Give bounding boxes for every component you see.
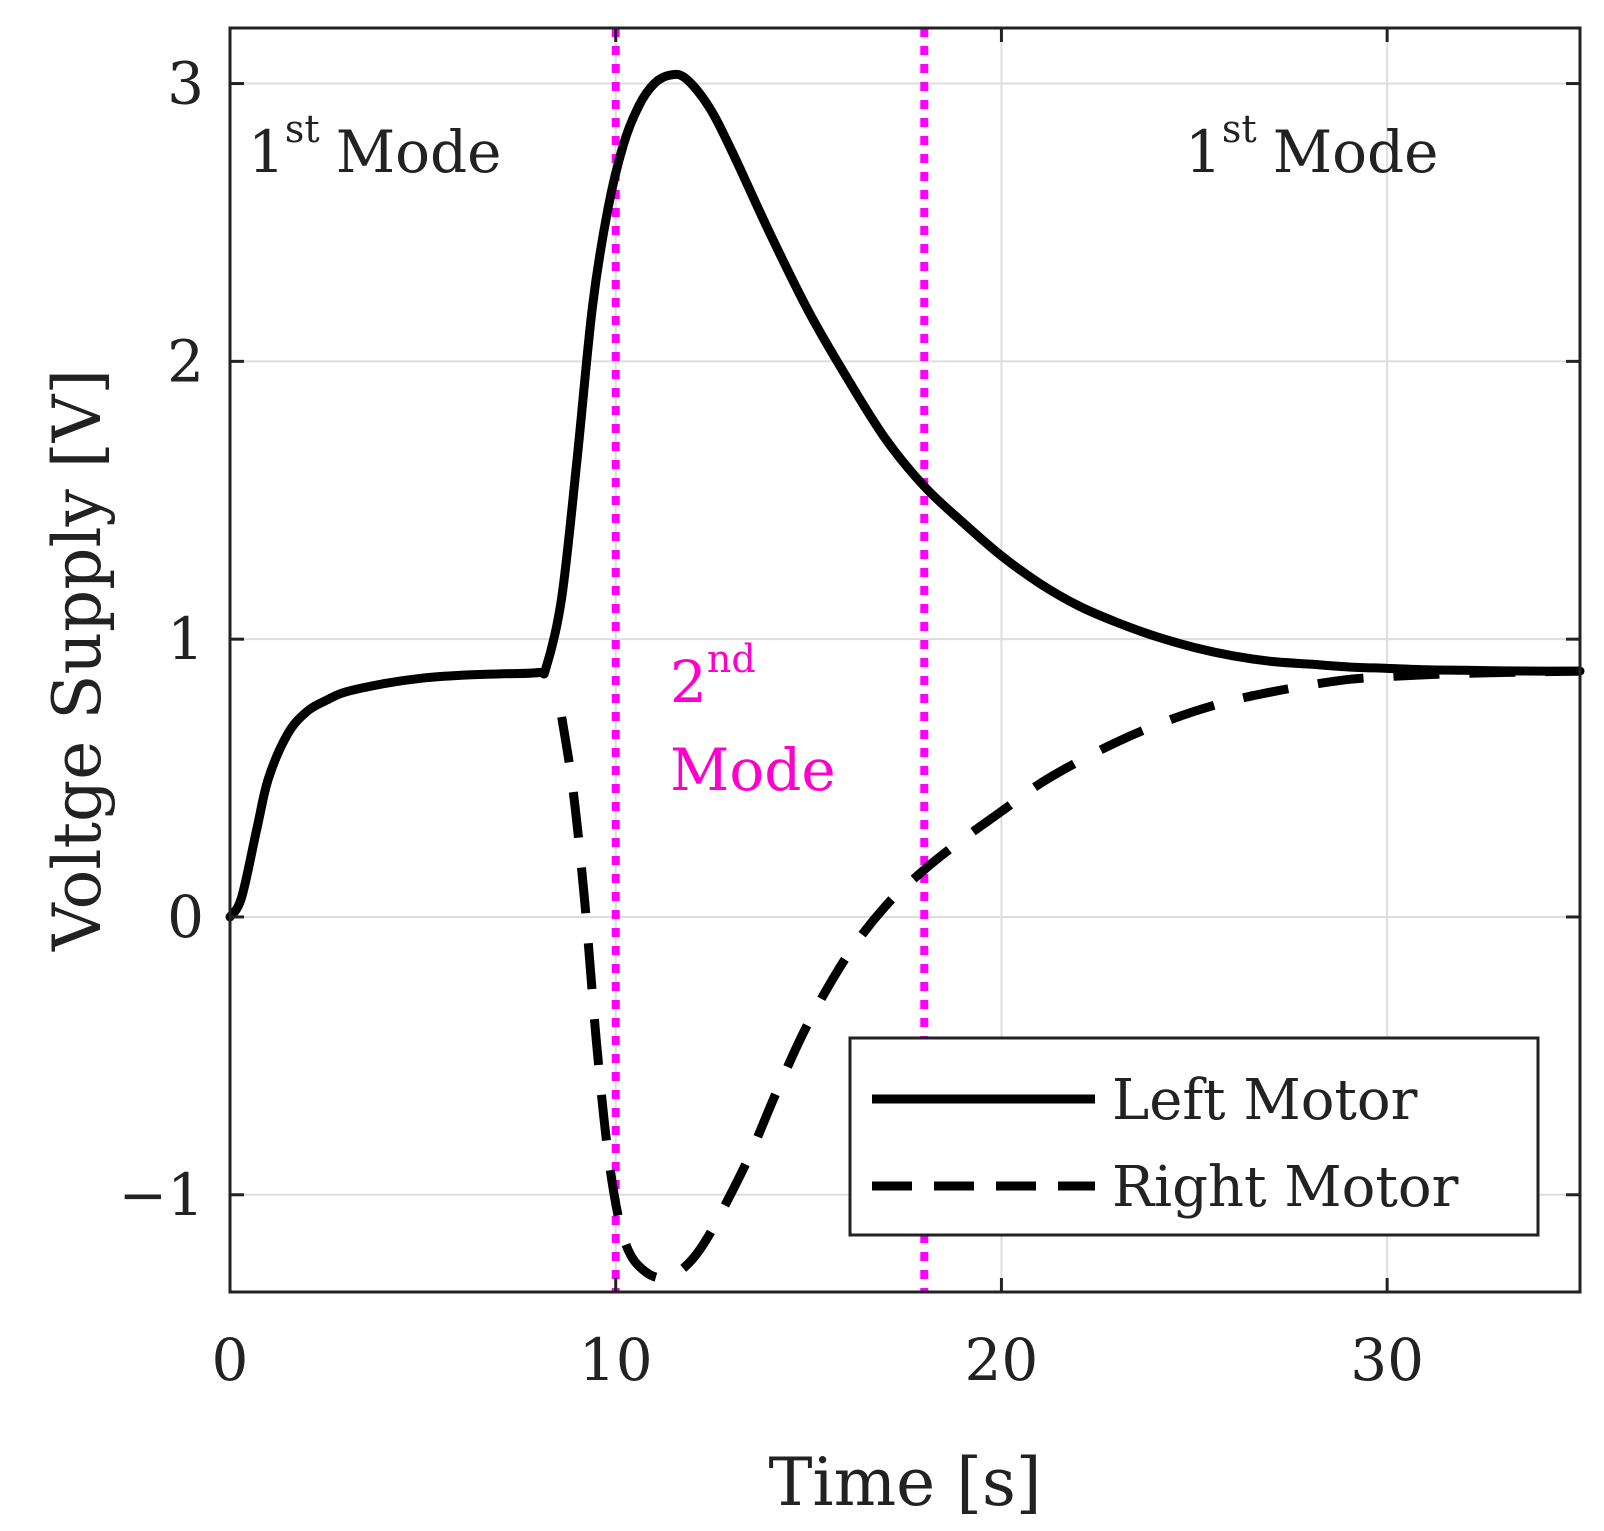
y-axis-label: Voltge Supply [V] [39, 369, 116, 952]
mode-word: Mode [336, 118, 502, 186]
axis-ticks [228, 28, 1580, 1292]
legend-label-left-motor: Left Motor [1112, 1068, 1418, 1133]
series-group [225, 69, 1585, 1283]
legend: Left Motor Right Motor [848, 1036, 1540, 1237]
series-line-right-motor [557, 666, 1581, 1283]
x-tick-label: 20 [965, 1326, 1039, 1394]
mode-number: 2 [670, 648, 707, 716]
mode-boundary-lines [611, 28, 929, 1292]
y-tick-label: 2 [167, 327, 204, 395]
legend-label-right-motor: Right Motor [1112, 1155, 1459, 1220]
y-tick-label: −1 [119, 1161, 205, 1229]
mode-number: 1 [248, 118, 285, 186]
mode-superscript: st [1222, 107, 1257, 151]
y-tick-label: 1 [167, 605, 204, 673]
mode-superscript: st [285, 107, 320, 151]
y-tick-label: 3 [167, 50, 204, 118]
series-line-left-motor [225, 69, 1585, 922]
mode-word: Mode [1273, 118, 1439, 186]
mode-annotation-middle: 2nd [670, 637, 756, 716]
mode-annotation-left: 1st Mode [248, 107, 501, 186]
mode-superscript: nd [707, 637, 756, 681]
legend-box [848, 1036, 1540, 1237]
mode-annotation-right: 1st Mode [1185, 107, 1438, 186]
x-axis-label: Time [s] [768, 1444, 1041, 1521]
x-tick-label: 10 [579, 1326, 653, 1394]
mode-number: 1 [1185, 118, 1222, 186]
plot-frame [228, 26, 1582, 1294]
x-tick-label: 30 [1350, 1326, 1424, 1394]
y-tick-label: 0 [167, 883, 204, 951]
x-tick-label: 0 [212, 1326, 249, 1394]
mode-annotation-middle-word: Mode [670, 736, 836, 804]
